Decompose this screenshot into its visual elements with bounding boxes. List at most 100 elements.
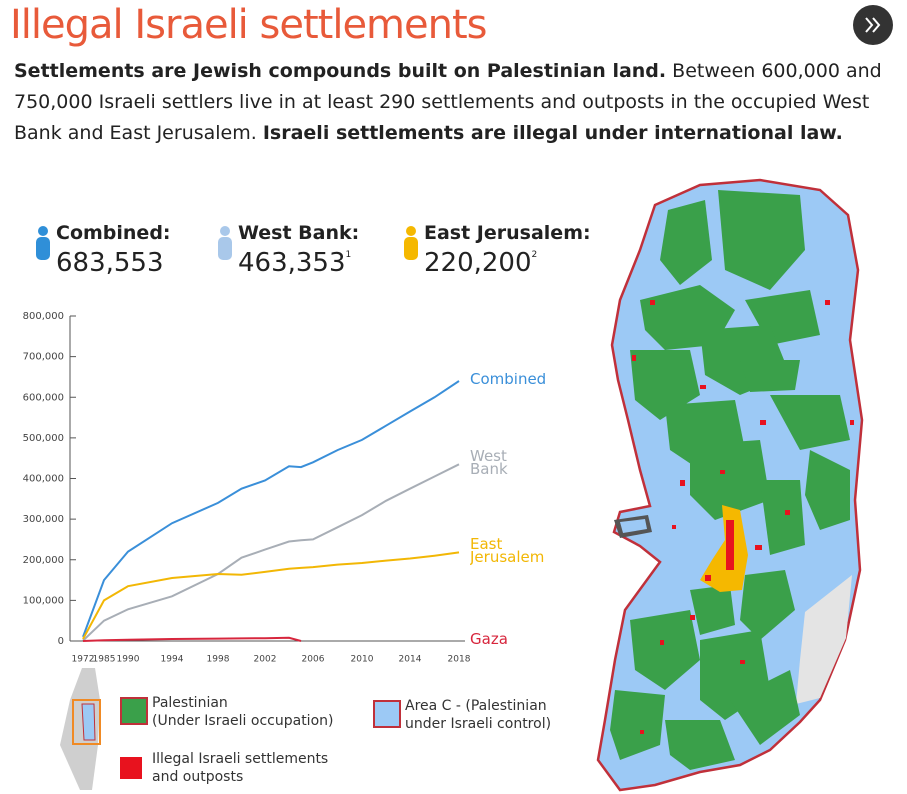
area: [610, 690, 665, 760]
y-tick-label: 200,000: [23, 555, 64, 566]
legend-line: Area C - (Palestinian: [405, 698, 547, 714]
settlement: [650, 300, 655, 305]
series-line: [82, 463, 460, 642]
x-tick-label: 2002: [254, 655, 277, 665]
neutral-zone: [796, 575, 852, 704]
series-label-box: Gaza: [470, 633, 508, 648]
stat-value: 683,553: [56, 248, 164, 278]
legend-swatch: [373, 700, 401, 728]
y-tick-label: 500,000: [23, 433, 64, 444]
footnote: 1: [345, 250, 352, 260]
series-label-box: East Jerusalem: [470, 538, 545, 567]
y-tick-label: 300,000: [23, 514, 64, 525]
x-tick-label: 2018: [448, 655, 471, 665]
legend-text: Illegal Israeli settlements and outposts: [152, 750, 328, 786]
locator-frame: [72, 699, 101, 745]
settlement: [705, 575, 711, 581]
x-tick-label: 1998: [207, 655, 230, 665]
head: [220, 226, 230, 236]
area: [770, 395, 850, 450]
chevrons[interactable]: [865, 17, 881, 33]
stat-number: 463,353: [238, 248, 346, 278]
legend-line: under Israeli control): [405, 716, 552, 732]
settlement: [740, 660, 745, 664]
next-button[interactable]: [853, 5, 893, 49]
series-label: Combined: [470, 373, 547, 388]
settlement: [672, 525, 676, 529]
y-tick-label: 0: [58, 636, 64, 647]
x-tick-label: 2010: [351, 655, 374, 665]
next-icon[interactable]: [853, 5, 893, 45]
series-label: East Jerusalem: [470, 538, 545, 567]
settlement: [755, 545, 762, 550]
settlement: [700, 385, 706, 389]
body: [36, 237, 50, 260]
settlement: [660, 640, 664, 645]
stat-label: Combined:: [56, 222, 171, 244]
series-line: [82, 551, 460, 640]
legend-line: and outposts: [152, 769, 244, 785]
settlement: [632, 355, 636, 361]
person-icon: [404, 226, 418, 260]
x-tick-label: 1994: [161, 655, 184, 665]
stat-number: 683,553: [56, 248, 164, 278]
area: [740, 360, 800, 392]
settlement: [680, 480, 685, 486]
legend-text: Area C - (Palestinian under Israeli contr…: [405, 697, 551, 733]
body: [218, 237, 232, 260]
series-label-box: Combined: [470, 373, 547, 388]
body: [404, 237, 418, 260]
locator-map: [60, 668, 101, 790]
stat-label: East Jerusalem:: [424, 222, 591, 244]
settlement: [850, 420, 854, 425]
y-tick-label: 400,000: [23, 474, 64, 485]
title: Illegal Israeli settlements: [10, 2, 487, 48]
legend-text: Palestinian (Under Israeli occupation): [152, 694, 333, 730]
intro-bold: Settlements are Jewish compounds built o…: [14, 60, 667, 82]
east-jerusalem-area: [700, 505, 748, 592]
y-tick-label: 100,000: [23, 595, 64, 606]
head: [38, 226, 48, 236]
footnote: 2: [531, 250, 538, 260]
settlement: [825, 300, 830, 305]
series-label-box: West Bank: [470, 450, 508, 479]
settlement: [785, 510, 790, 515]
stat-label: West Bank:: [238, 222, 360, 244]
intro: Settlements are Jewish compounds built o…: [14, 56, 894, 149]
area: [760, 480, 805, 555]
legend-line: (Under Israeli occupation): [152, 713, 334, 729]
area: [630, 610, 700, 690]
area: [718, 190, 805, 290]
x-tick-label: 2006: [302, 655, 325, 665]
area: [805, 450, 850, 530]
series-line: [82, 636, 302, 642]
x-tick-label: 2014: [399, 655, 422, 665]
x-tick-label: 1972: [72, 655, 95, 665]
series-label: Gaza: [470, 633, 508, 648]
legend-line: Palestinian: [152, 695, 228, 711]
area: [665, 720, 735, 770]
stat-value: 463,3531: [238, 248, 351, 278]
series-line: [82, 380, 460, 638]
y-tick-label: 600,000: [23, 392, 64, 403]
y-tick-label: 800,000: [23, 311, 64, 322]
person-icon: [218, 226, 232, 260]
x-tick-label: 1990: [117, 655, 140, 665]
area: [660, 200, 712, 285]
locator-country: [60, 668, 100, 790]
intro-text: Between 600,000 and 750,000 Israeli sett…: [14, 60, 882, 144]
settlement: [720, 470, 725, 474]
settlements: [632, 300, 854, 734]
legend-swatch: [120, 757, 142, 779]
area: [690, 585, 735, 635]
locator-region: [81, 703, 96, 741]
settlement: [726, 520, 734, 570]
series-label: West Bank: [470, 450, 508, 479]
legend-swatch: [120, 697, 148, 725]
palestinian-areas: [610, 190, 850, 770]
map: [596, 178, 864, 792]
intro-bold: Israeli settlements are illegal under in…: [262, 122, 843, 144]
area: [730, 670, 800, 745]
